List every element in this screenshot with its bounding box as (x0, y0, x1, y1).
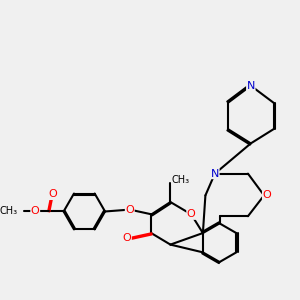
Text: O: O (125, 205, 134, 214)
Text: CH₃: CH₃ (0, 206, 18, 217)
Text: O: O (31, 206, 40, 217)
Text: O: O (187, 209, 196, 219)
Text: CH₃: CH₃ (172, 175, 190, 185)
Text: O: O (48, 190, 57, 200)
Text: N: N (211, 169, 219, 178)
Text: O: O (262, 190, 271, 200)
Text: N: N (247, 81, 255, 91)
Text: O: O (122, 233, 131, 243)
